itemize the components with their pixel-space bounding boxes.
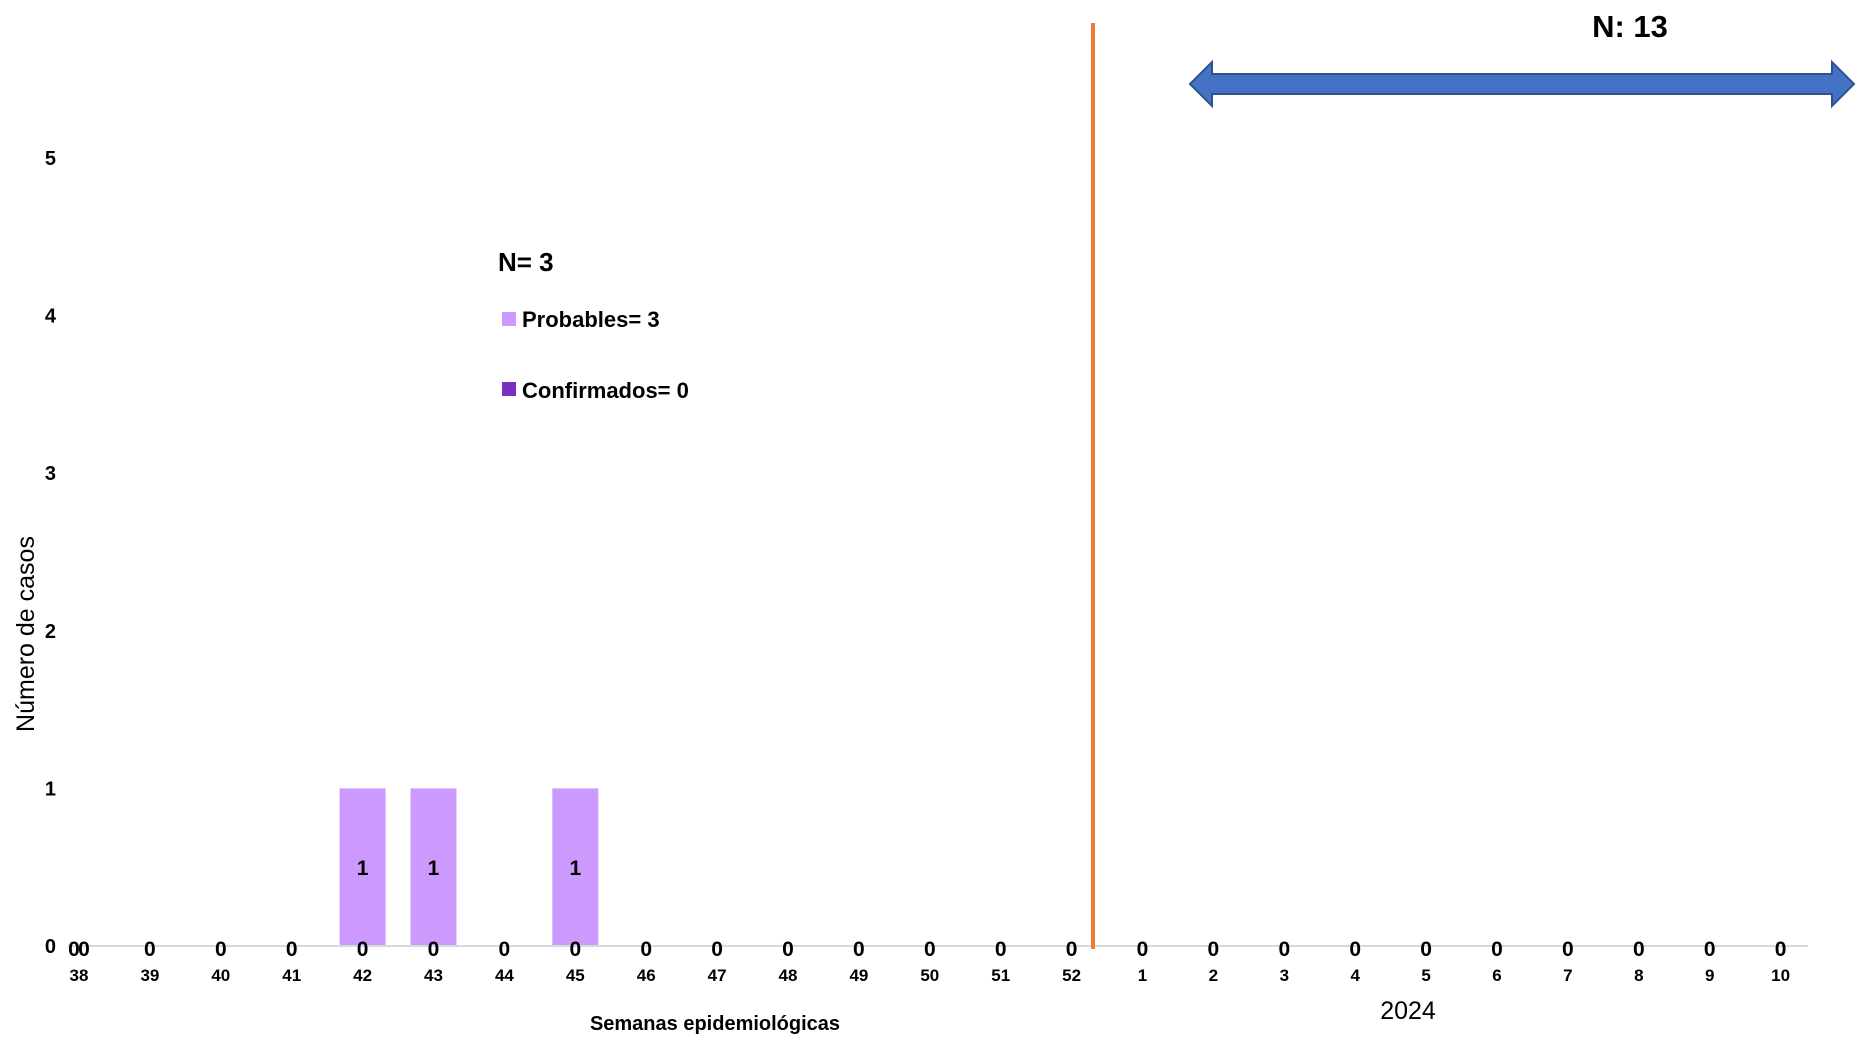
y-axis-label: Número de casos [12,536,40,732]
y-tick-label: 1 [45,778,56,800]
x-tick-label: 40 [211,966,230,985]
data-label-probables: 0 [1278,938,1290,961]
x-axis-label: Semanas epidemiológicas [590,1013,840,1035]
x-tick-label: 44 [495,966,514,985]
legend-swatch-probables [502,312,516,326]
data-label-probables: 0 [1137,938,1149,961]
x-tick-label: 7 [1563,966,1572,985]
arrow-label: N: 13 [1592,9,1668,44]
x-tick-label: 1 [1138,966,1147,985]
x-tick-label: 43 [424,966,443,985]
x-tick-label: 49 [849,966,868,985]
data-label-probables: 0 [853,938,865,961]
x-tick-group: 38 39 40 41 42 43 44 45 46 47 48 49 50 51 52 1 2 3 4 5 6 7 8 9 1… [70,966,1791,985]
bars-group [339,788,599,946]
double-arrow-icon [1188,59,1856,109]
data-label-confirmados: 0 [78,938,90,961]
x-tick-label: 2 [1209,966,1218,985]
data-label-probables: 1 [569,857,581,880]
x-tick-label: 8 [1634,966,1643,985]
data-label-probables: 0 [1208,938,1220,961]
x-tick-label: 50 [920,966,939,985]
x-tick-label: 9 [1705,966,1714,985]
x-tick-label: 51 [991,966,1010,985]
data-label-probables: 0 [1633,938,1645,961]
y-tick-group: 0 1 2 3 4 5 [45,148,57,958]
legend-swatch-confirmados [502,382,516,396]
x-tick-label: 5 [1421,966,1430,985]
legend-title: N= 3 [498,247,554,277]
y-tick-label: 4 [45,306,57,328]
x-tick-label: 38 [70,966,89,985]
data-label-probables: 1 [428,857,440,880]
x-tick-label: 4 [1350,966,1360,985]
data-label-confirmados: 0 [428,938,440,961]
data-label-probables: 0 [995,938,1007,961]
data-label-probables: 0 [711,938,723,961]
x-tick-label: 47 [708,966,727,985]
data-label-probables: 0 [924,938,936,961]
x-tick-label: 41 [282,966,301,985]
y-tick-label: 3 [45,463,56,485]
y-tick-label: 5 [45,148,56,170]
data-label-probables: 0 [1420,938,1432,961]
bar-probables-43 [410,788,457,946]
data-label-probables: 1 [357,857,369,880]
data-label-probables: 0 [640,938,652,961]
data-label-probables: 0 [144,938,156,961]
data-label-probables: 0 [499,938,511,961]
data-label-probables: 0 [1491,938,1503,961]
data-label-probables: 0 [215,938,227,961]
data-label-probables: 0 [68,938,80,961]
x-tick-label: 45 [566,966,585,985]
data-label-confirmados: 0 [569,938,581,961]
data-label-probables: 0 [1349,938,1361,961]
data-label-probables: 0 [1562,938,1574,961]
bar-probables-42 [339,788,386,946]
data-label-probables: 0 [1066,938,1078,961]
x-tick-label: 52 [1062,966,1081,985]
x-tick-label: 6 [1492,966,1501,985]
data-label-probables: 0 [1704,938,1716,961]
x-tick-label: 48 [779,966,798,985]
x-tick-label: 42 [353,966,372,985]
year-label: 2024 [1380,997,1436,1025]
legend-label-confirmados: Confirmados= 0 [522,378,689,403]
x-tick-label: 39 [140,966,159,985]
y-tick-label: 0 [45,936,56,958]
legend: N= 3 Probables= 3 Confirmados= 0 [498,247,689,403]
data-label-confirmados: 0 [357,938,369,961]
legend-label-probables: Probables= 3 [522,307,660,332]
data-label-probables: 0 [1775,938,1787,961]
y-tick-label: 2 [45,621,56,643]
data-label-probables: 0 [286,938,298,961]
bar-probables-45 [552,788,599,946]
data-label-probables: 0 [782,938,794,961]
x-tick-label: 10 [1771,966,1790,985]
x-tick-label: 46 [637,966,656,985]
x-tick-label: 3 [1280,966,1289,985]
